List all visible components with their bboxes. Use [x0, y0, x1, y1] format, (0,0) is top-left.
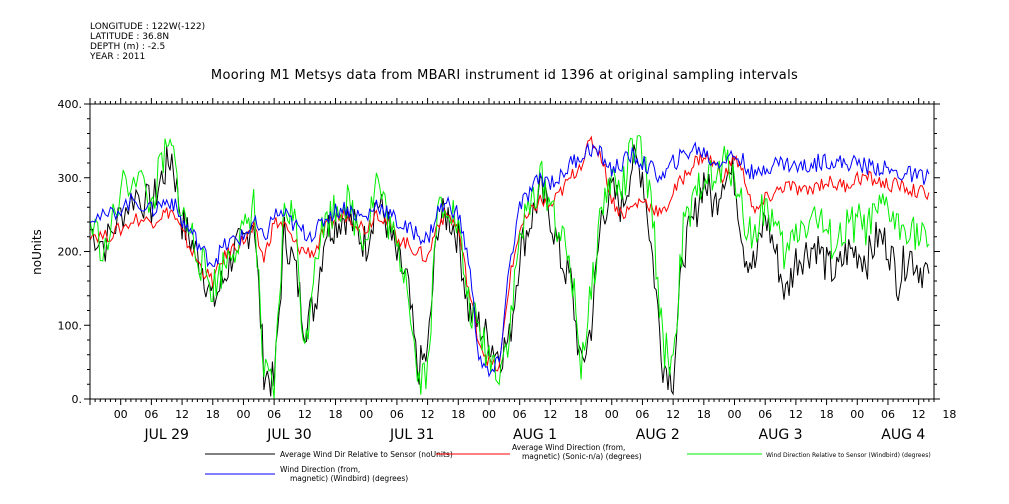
x-tick-label: 12 — [298, 408, 312, 421]
metadata-block: LONGITUDE : 122W(-122) LATITUDE : 36.8N … — [90, 22, 205, 62]
x-tick-label: 18 — [574, 408, 588, 421]
legend-label-2: Average Wind Direction (from, magnetic) (… — [512, 443, 642, 461]
x-day-label: JUL 29 — [144, 427, 189, 443]
legend-label-4: Wind Direction (from, magnetic) (Windbird… — [280, 465, 408, 483]
series-layer — [89, 134, 930, 399]
x-tick-label: 12 — [175, 408, 189, 421]
x-tick-label: 00 — [605, 408, 619, 421]
x-tick-label: 06 — [635, 408, 649, 421]
y-tick-label: 300. — [58, 172, 83, 185]
x-tick-label: 00 — [359, 408, 373, 421]
y-tick-label: 200. — [58, 246, 83, 259]
x-tick-label: 18 — [942, 408, 956, 421]
x-tick-label: 00 — [850, 408, 864, 421]
series-line-3 — [89, 134, 930, 399]
x-day-label: AUG 2 — [636, 427, 680, 443]
x-day-label: AUG 3 — [759, 427, 803, 443]
x-day-label: AUG 1 — [513, 427, 557, 443]
x-tick-label: 06 — [881, 408, 895, 421]
x-day-label: JUL 31 — [389, 427, 434, 443]
series-line-4 — [89, 141, 930, 378]
x-tick-label: 06 — [144, 408, 158, 421]
y-axis-label: noUnits — [30, 229, 44, 275]
x-tick-label: 12 — [912, 408, 926, 421]
x-tick-label: 12 — [421, 408, 435, 421]
x-tick-label: 00 — [482, 408, 496, 421]
chart-title: Mooring M1 Metsys data from MBARI instru… — [210, 68, 799, 83]
depth-label: DEPTH (m) : -2.5 — [90, 42, 166, 52]
latitude-label: LATITUDE : 36.8N — [90, 32, 170, 42]
year-label: YEAR : 2011 — [90, 52, 146, 62]
series-line-2 — [89, 135, 930, 372]
x-tick-label: 18 — [329, 408, 343, 421]
x-tick-label: 18 — [697, 408, 711, 421]
x-tick-label: 06 — [513, 408, 527, 421]
x-tick-label: 18 — [206, 408, 220, 421]
x-day-label: JUL 30 — [266, 427, 311, 443]
x-tick-label: 00 — [236, 408, 250, 421]
x-tick-label: 06 — [390, 408, 404, 421]
x-tick-label: 18 — [451, 408, 465, 421]
longitude-label: LONGITUDE : 122W(-122) — [90, 22, 206, 32]
x-tick-label: 18 — [820, 408, 834, 421]
x-tick-label: 12 — [543, 408, 557, 421]
legend-label-1: Average Wind Dir Relative to Sensor (noU… — [280, 450, 453, 459]
x-tick-label: 06 — [267, 408, 281, 421]
y-tick-label: 100. — [58, 319, 83, 332]
legend: Average Wind Dir Relative to Sensor (noU… — [205, 443, 931, 483]
x-tick-label: 12 — [666, 408, 680, 421]
axis-layer: 0. 100. 200. 300. 400. 00 06 12 18 00 06 12 18 00 06 12… — [58, 98, 956, 443]
y-tick-label: 0. — [72, 393, 83, 406]
x-day-label: AUG 4 — [881, 427, 925, 443]
legend-label-3: Wind Direction Relative to Sensor (Windb… — [766, 452, 931, 459]
x-tick-label: 00 — [728, 408, 742, 421]
x-tick-label: 00 — [114, 408, 128, 421]
x-tick-label: 06 — [758, 408, 772, 421]
x-tick-label: 12 — [789, 408, 803, 421]
y-tick-label: 400. — [58, 98, 83, 111]
